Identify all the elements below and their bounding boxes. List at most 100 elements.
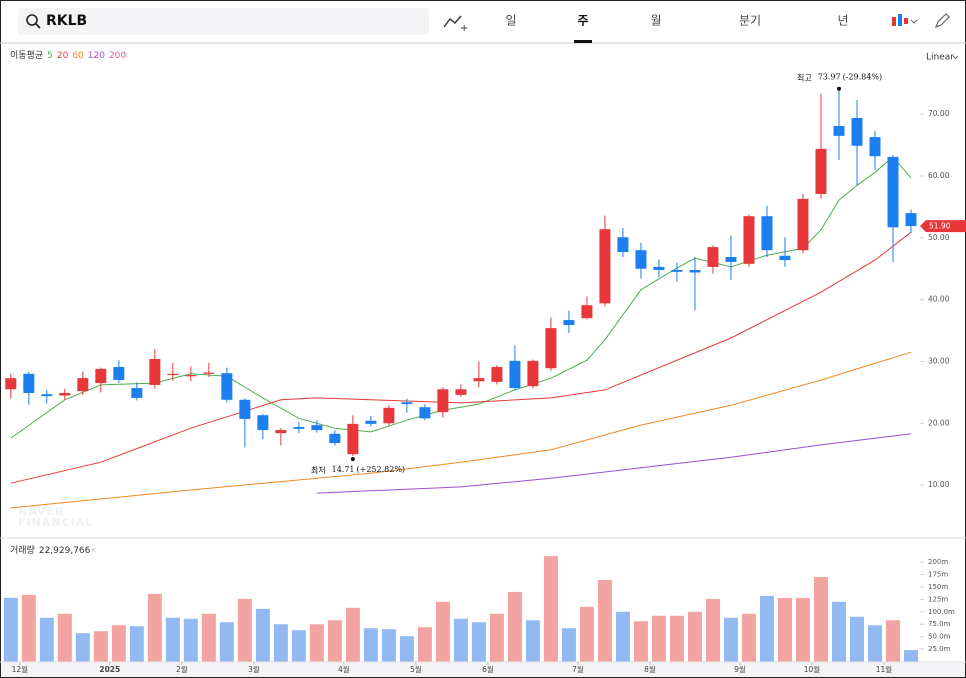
extreme-label: 최저 14.71 (+252.82%) bbox=[311, 464, 405, 474]
candle-body bbox=[725, 257, 737, 262]
draw-icon[interactable] bbox=[934, 13, 950, 29]
candle-body bbox=[491, 367, 503, 382]
volume-bar bbox=[705, 598, 720, 662]
volume-bar bbox=[3, 597, 18, 662]
volume-bar bbox=[129, 626, 144, 662]
candle-body bbox=[5, 378, 17, 390]
volume-panel: 거래량 22,929,766 × 25.0m 50.0m 75.0m 100.0m 125m 1… bbox=[3, 544, 955, 674]
volume-bar bbox=[615, 611, 630, 662]
x-tick-label: 12월 bbox=[12, 664, 29, 674]
indicator-icon[interactable] bbox=[443, 15, 462, 28]
volume-bar bbox=[687, 611, 702, 662]
legend-entry: 60 bbox=[72, 51, 84, 61]
volume-bar bbox=[579, 606, 594, 662]
period-tab[interactable]: 일 bbox=[505, 14, 516, 28]
x-tick-label: 2월 bbox=[176, 664, 188, 674]
y-tick-label: 30.00 bbox=[928, 356, 950, 365]
volume-bar bbox=[489, 613, 504, 662]
symbol[interactable]: RKLB bbox=[46, 13, 87, 29]
volume-bar bbox=[795, 597, 810, 662]
volume-bar bbox=[777, 597, 792, 662]
candle-body bbox=[599, 229, 611, 304]
indicator-icon: + bbox=[460, 23, 468, 34]
y-tick-label: 40.00 bbox=[928, 295, 950, 304]
candle-body bbox=[455, 389, 467, 395]
volume-bar bbox=[831, 601, 846, 662]
volume-bar bbox=[723, 617, 738, 662]
chart-type-icon[interactable] bbox=[892, 14, 918, 26]
candle-body bbox=[635, 250, 647, 269]
period-tab[interactable]: 주 bbox=[577, 14, 588, 28]
candle-body bbox=[869, 137, 881, 157]
y-tick-label: 200m bbox=[928, 558, 948, 566]
volume-bar bbox=[885, 620, 900, 662]
candle-body bbox=[887, 156, 899, 228]
y-tick-label: 70.00 bbox=[928, 109, 950, 118]
volume-bar bbox=[381, 629, 396, 662]
candle-body bbox=[545, 328, 557, 369]
volume-bar bbox=[327, 620, 342, 662]
volume-bar bbox=[813, 577, 828, 662]
x-tick-label: 8월 bbox=[644, 664, 656, 674]
candle-body bbox=[167, 373, 179, 376]
volume-bar bbox=[165, 617, 180, 662]
scale-dropdown[interactable] bbox=[952, 55, 959, 60]
volume-bar bbox=[345, 607, 360, 662]
candle-body bbox=[833, 125, 845, 136]
search-box[interactable] bbox=[18, 8, 429, 35]
x-tick-label: 7월 bbox=[572, 664, 584, 674]
volume-bar bbox=[183, 618, 198, 662]
y-tick-label: 75.0m bbox=[928, 620, 951, 628]
volume-bar bbox=[111, 625, 126, 662]
extreme-kind: 최고 bbox=[797, 72, 812, 82]
volume-bar bbox=[39, 617, 54, 662]
candle-body bbox=[743, 216, 755, 264]
toolbar: RKLB + 일 주 월 분기 년 bbox=[0, 8, 966, 44]
volume-bar bbox=[453, 618, 468, 662]
x-tick-label: 4월 bbox=[338, 664, 350, 674]
candle-body bbox=[257, 415, 269, 431]
candle-body bbox=[365, 420, 377, 424]
scale-label: Linear bbox=[926, 53, 954, 63]
candle-body bbox=[131, 388, 143, 398]
volume-close: × bbox=[90, 546, 97, 555]
candle-body bbox=[473, 378, 485, 382]
y-tick-label: 60.00 bbox=[928, 171, 950, 180]
candle-body bbox=[851, 117, 863, 146]
search-icon bbox=[26, 14, 38, 26]
legend-entry: 5 bbox=[47, 51, 53, 61]
period-tab[interactable]: 년 bbox=[837, 14, 848, 28]
x-tick-label: 5월 bbox=[410, 664, 422, 674]
volume-label: 거래량 bbox=[10, 544, 35, 556]
candle-body bbox=[293, 426, 305, 429]
y-tick-label: 50.00 bbox=[928, 233, 950, 242]
volume-title: 거래량 22,929,766 bbox=[10, 544, 91, 556]
candle-body bbox=[203, 372, 215, 374]
volume-bar bbox=[93, 631, 108, 662]
period-tab[interactable]: 분기 bbox=[739, 14, 761, 28]
volume-bar bbox=[759, 595, 774, 662]
candle-body bbox=[95, 368, 107, 384]
volume-bar bbox=[147, 593, 162, 662]
candle-body bbox=[689, 269, 701, 273]
extreme-dot bbox=[350, 456, 355, 461]
volume-bar bbox=[507, 591, 522, 662]
volume-bar bbox=[21, 594, 36, 662]
volume-bar bbox=[543, 556, 558, 662]
volume-bar bbox=[291, 630, 306, 662]
moving-average-line bbox=[10, 231, 912, 484]
volume-bar bbox=[669, 615, 684, 662]
candle-body bbox=[23, 373, 35, 393]
candle-body bbox=[527, 360, 539, 387]
y-tick-label: 150m bbox=[928, 583, 948, 591]
x-tick-label: 2025 bbox=[99, 665, 120, 674]
moving-average-line bbox=[316, 433, 912, 494]
extreme-value: 73.97 bbox=[818, 73, 841, 82]
y-tick-label: 125m bbox=[928, 595, 948, 603]
period-tab[interactable]: 월 bbox=[650, 14, 661, 28]
volume-bar bbox=[741, 613, 756, 662]
volume-bar bbox=[75, 633, 90, 662]
extreme-kind: 최저 bbox=[311, 464, 326, 474]
selected-underline bbox=[574, 40, 592, 43]
